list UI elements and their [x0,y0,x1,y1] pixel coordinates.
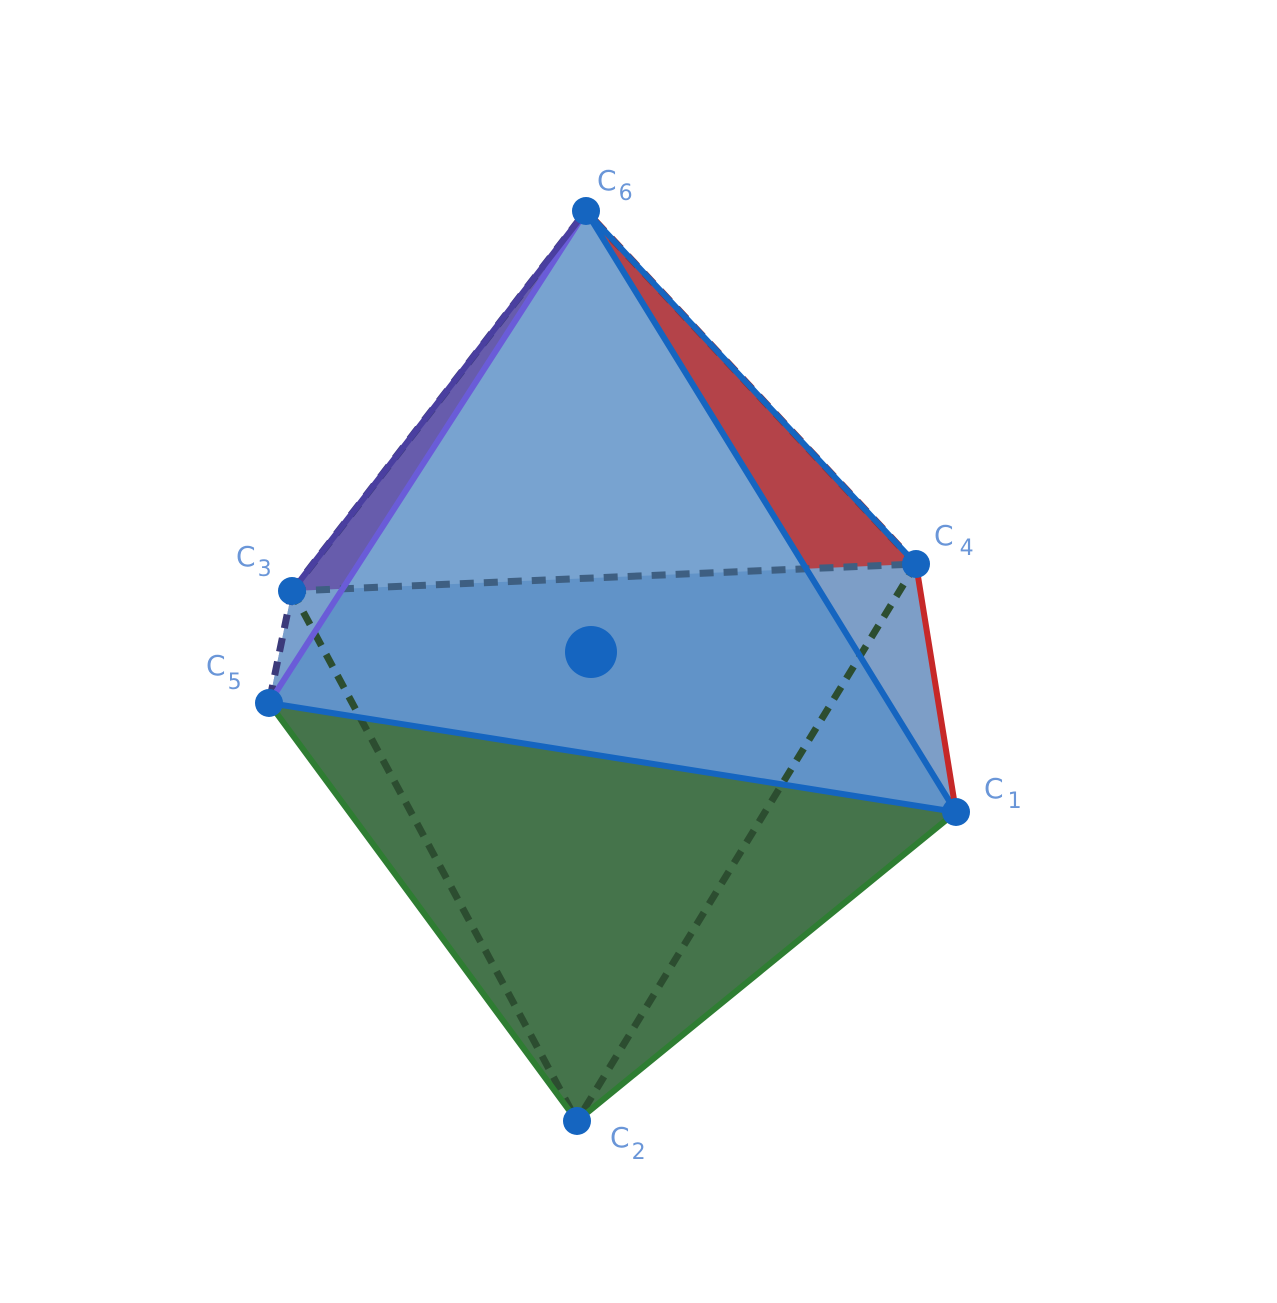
edge-c3-c6 [289,208,589,594]
vertex-c3 [278,577,306,605]
edge-c5-c2 [266,700,580,1124]
face-upper-front [269,211,956,812]
edge-c1-c2 [574,809,959,1124]
edge-c6-c1 [583,208,959,815]
edge-c5-c1 [266,700,959,815]
vertex-c6 [572,197,600,225]
edge-c4-c1 [913,561,959,815]
vertex-c2 [563,1107,591,1135]
label-c5: C5 [206,649,242,695]
hidden-edge-c3-c2 [288,589,581,1123]
center-point [565,626,617,678]
vertex-points [255,197,970,1135]
hidden-edge-c3-c5 [265,590,296,704]
label-c6: C6 [597,164,633,206]
vertex-c5 [255,689,283,717]
vertex-c4 [902,550,930,578]
label-c3: C3 [236,540,272,582]
label-c2: C2 [610,1121,646,1165]
edge-c6-c4 [583,208,919,567]
edge-c5-c6 [266,208,589,706]
visible-edges [266,208,959,1124]
hidden-edge-c3-c4 [291,560,917,595]
face-lower-front [269,703,956,1121]
vertex-c1 [942,798,970,826]
